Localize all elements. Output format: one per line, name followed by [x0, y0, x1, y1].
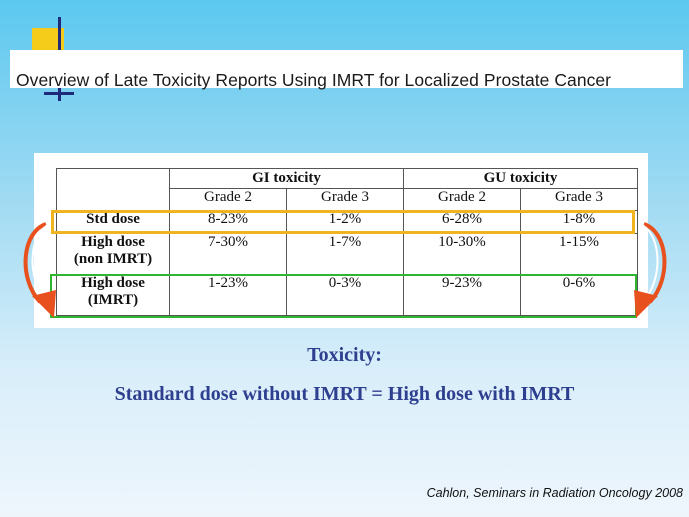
table-cell: 7-30% — [169, 233, 287, 275]
row-label-line: (IMRT) — [87, 292, 139, 308]
citation: Cahlon, Seminars in Radiation Oncology 2… — [426, 486, 683, 500]
decorative-horizontal-line — [44, 92, 74, 95]
row-label-line: (non IMRT) — [73, 251, 153, 267]
grade-header: Grade 2 — [403, 188, 521, 211]
table-cell: 1-7% — [286, 233, 404, 275]
group-header-gu: GU toxicity — [403, 168, 638, 189]
row-label-line: High dose — [81, 275, 145, 291]
table-row-std-dose: Std dose 8-23% 1-2% 6-28% 1-8% — [56, 210, 638, 234]
table-group-header-row: GI toxicity GU toxicity — [56, 168, 638, 211]
row-label-std-dose: Std dose — [56, 210, 170, 234]
row-label-line: High dose — [81, 234, 145, 250]
caption-heading: Toxicity: — [307, 344, 382, 366]
row-label-high-dose-non-imrt: High dose (non IMRT) — [56, 233, 170, 275]
title-band — [10, 50, 683, 88]
imrt-highlight-box — [50, 274, 637, 318]
grade-header: Grade 3 — [520, 188, 638, 211]
table-cell: 1-8% — [520, 210, 638, 234]
table-cell: 1-15% — [520, 233, 638, 275]
table-cell: 1-23% — [169, 274, 287, 316]
table-corner-cell — [56, 168, 170, 211]
right-curved-arrow-icon — [634, 222, 667, 318]
slide-title: Overview of Late Toxicity Reports Using … — [16, 70, 612, 90]
caption-conclusion: Standard dose without IMRT = High dose w… — [114, 383, 575, 405]
left-curved-arrow-icon — [23, 222, 56, 318]
table-row-high-dose-non-imrt: High dose (non IMRT) 7-30% 1-7% 10-30% 1… — [56, 233, 638, 275]
table-cell: 10-30% — [403, 233, 521, 275]
grade-header: Grade 2 — [169, 188, 287, 211]
row-label-high-dose-imrt: High dose (IMRT) — [56, 274, 170, 316]
group-header-gi: GI toxicity — [169, 168, 404, 189]
grade-header: Grade 3 — [286, 188, 404, 211]
std-dose-highlight-box — [51, 210, 635, 234]
